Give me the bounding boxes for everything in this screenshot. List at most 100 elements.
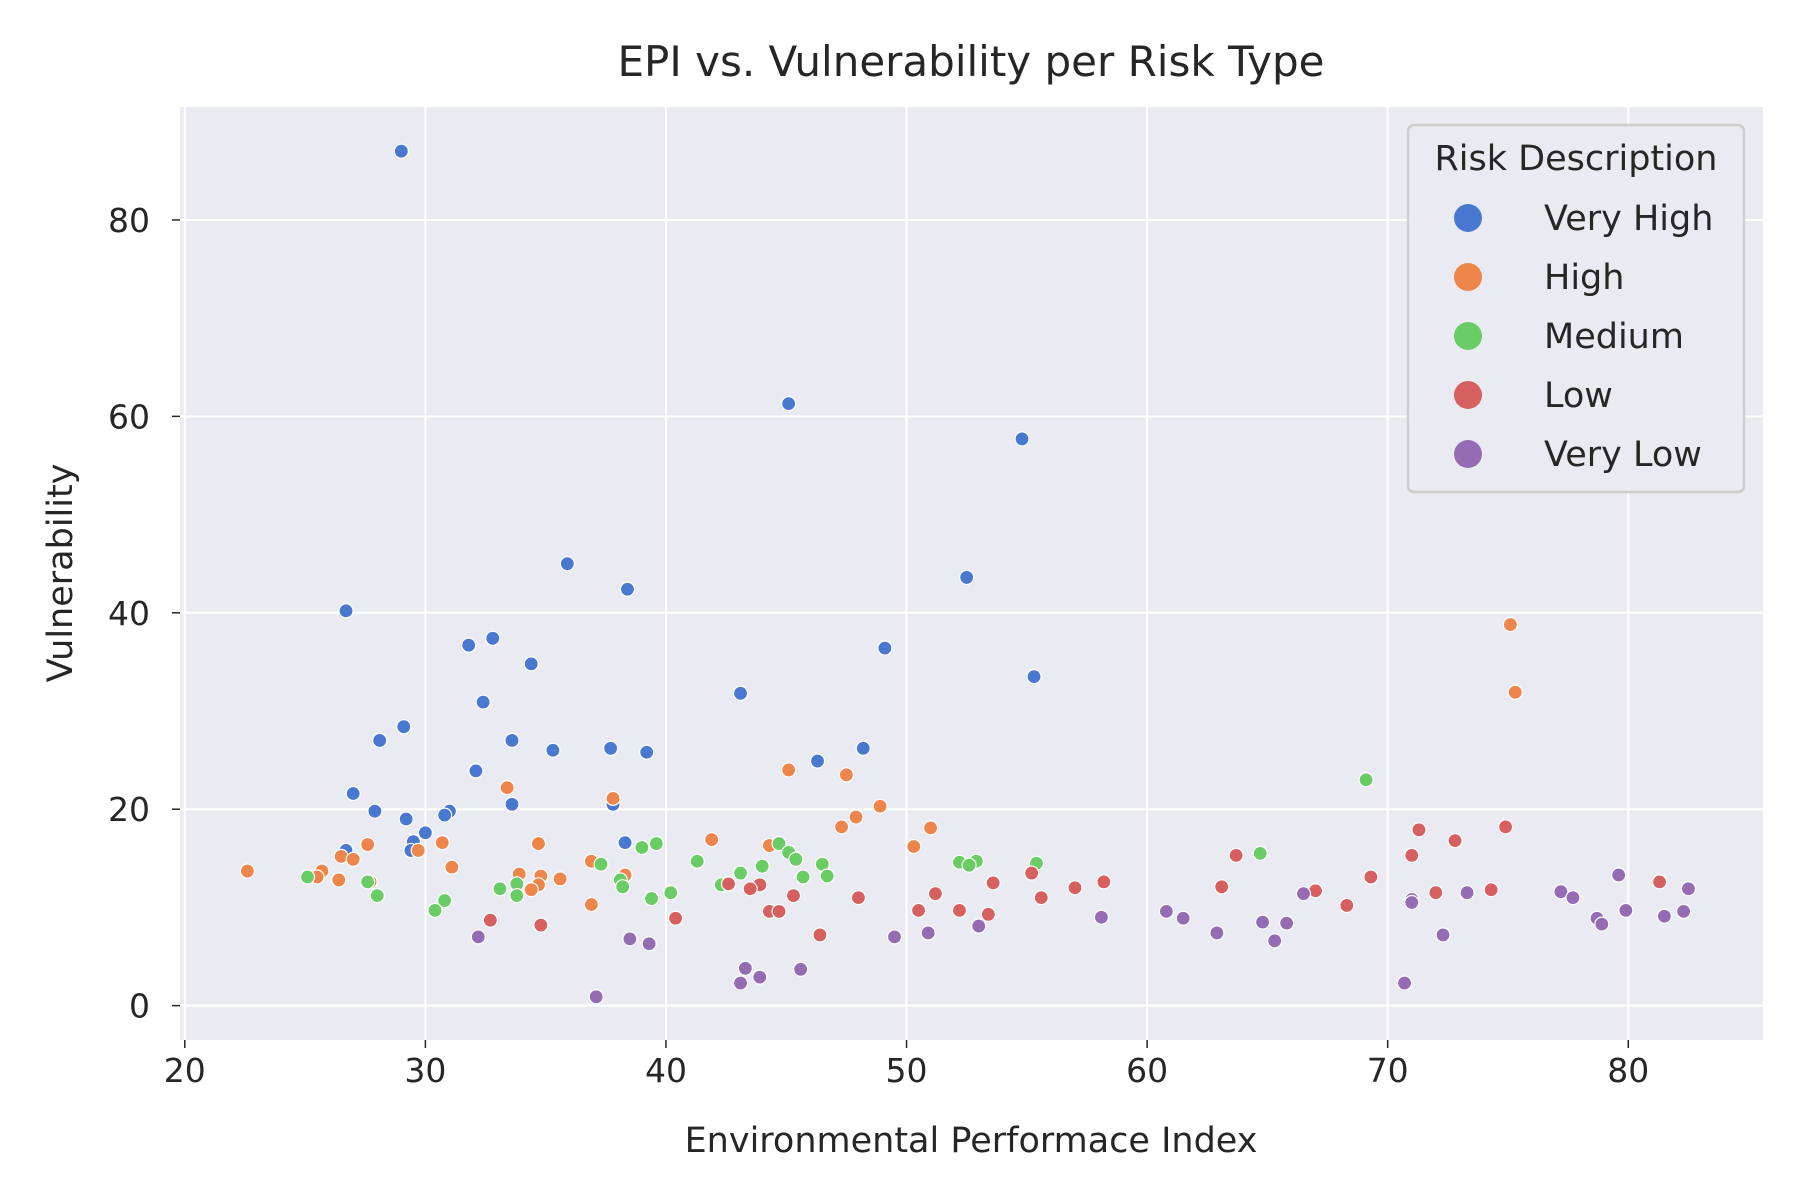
data-point-very-low <box>1175 910 1191 926</box>
y-tick-label: 60 <box>108 397 150 436</box>
data-point-medium <box>754 858 770 874</box>
data-point-high <box>605 790 621 807</box>
x-tick-label: 40 <box>645 1051 687 1090</box>
data-point-low <box>1411 822 1427 838</box>
data-point-medium <box>788 851 804 867</box>
y-tick-label: 40 <box>108 594 150 633</box>
data-point-low <box>482 912 498 928</box>
data-point-very-high <box>345 785 361 802</box>
data-point-very-low <box>732 975 749 991</box>
data-point-low <box>1428 885 1444 901</box>
legend-marker-high <box>1454 263 1482 291</box>
data-point-medium <box>961 857 977 873</box>
data-point-high <box>923 820 939 836</box>
data-point-very-low <box>622 931 638 947</box>
data-point-low <box>771 903 787 919</box>
data-point-very-high <box>398 811 414 827</box>
legend-marker-very-low <box>1454 440 1482 468</box>
data-point-medium <box>663 885 679 901</box>
y-tick-label: 0 <box>129 987 150 1026</box>
data-point-medium <box>689 853 705 869</box>
data-point-very-low <box>886 929 903 945</box>
data-point-medium <box>593 856 609 872</box>
legend-label: Medium <box>1544 317 1684 357</box>
data-point-low <box>1339 897 1355 914</box>
data-point-high <box>444 859 460 875</box>
legend-label: Very Low <box>1544 435 1702 475</box>
data-point-high <box>1507 684 1523 700</box>
data-point-medium <box>427 902 443 918</box>
data-point-very-low <box>1093 909 1110 925</box>
x-tick-label: 30 <box>404 1051 446 1090</box>
data-point-low <box>1024 865 1040 881</box>
data-point-very-low <box>1158 903 1174 919</box>
data-point-low <box>1214 879 1230 895</box>
data-point-very-low <box>1404 894 1420 911</box>
data-point-medium <box>732 865 749 881</box>
data-point-very-high <box>855 740 871 756</box>
data-point-medium <box>437 892 453 909</box>
data-point-low <box>785 888 802 904</box>
data-point-very-low <box>1295 886 1312 902</box>
data-point-high <box>345 851 361 867</box>
y-tick-label: 20 <box>108 790 150 829</box>
data-point-high <box>838 767 854 783</box>
legend-marker-very-high <box>1454 204 1482 232</box>
data-point-low <box>927 886 944 902</box>
data-point-low <box>533 917 549 933</box>
data-point-very-high <box>781 395 797 412</box>
data-point-low <box>1033 889 1049 906</box>
data-point-very-high <box>523 656 539 672</box>
data-point-very-high <box>1014 431 1030 447</box>
data-point-low <box>667 910 684 926</box>
data-point-very-high <box>338 603 354 619</box>
data-point-high <box>499 779 515 796</box>
legend-title: Risk Description <box>1434 139 1717 179</box>
data-point-medium <box>1358 772 1374 788</box>
data-point-medium <box>795 869 811 885</box>
data-point-very-low <box>1267 933 1283 949</box>
data-point-high <box>833 819 850 835</box>
data-point-medium <box>299 869 316 885</box>
data-point-high <box>848 809 864 825</box>
data-point-high <box>583 896 599 913</box>
data-point-very-low <box>1396 975 1413 991</box>
data-point-medium <box>634 839 650 856</box>
x-axis-label: Environmental Performace Index <box>685 1121 1258 1161</box>
data-point-very-low <box>1553 884 1569 900</box>
legend-marker-medium <box>1454 322 1482 350</box>
data-point-very-low <box>971 918 987 934</box>
data-point-high <box>781 762 797 778</box>
data-point-very-low <box>1565 889 1581 906</box>
data-point-medium <box>771 835 787 852</box>
data-point-very-high <box>959 569 975 586</box>
data-point-very-high <box>396 719 412 735</box>
data-point-very-low <box>752 969 768 985</box>
data-point-very-high <box>367 803 383 819</box>
data-point-very-high <box>545 742 561 758</box>
x-tick-label: 50 <box>886 1051 928 1090</box>
data-point-low <box>951 902 968 918</box>
data-point-high <box>410 842 426 859</box>
data-point-high <box>906 838 922 855</box>
data-point-medium <box>360 874 376 890</box>
data-point-medium <box>1252 845 1268 862</box>
data-point-very-low <box>1209 925 1225 941</box>
data-point-low <box>742 881 758 897</box>
data-point-low <box>1228 847 1244 863</box>
data-point-very-low <box>588 989 604 1005</box>
chart-title: EPI vs. Vulnerability per Risk Type <box>617 37 1324 86</box>
data-point-medium <box>492 881 508 897</box>
data-point-low <box>1404 847 1420 863</box>
data-point-very-high <box>417 825 433 841</box>
x-gridlines <box>183 107 1630 1040</box>
data-point-very-high <box>393 143 409 159</box>
data-point-very-low <box>1435 927 1451 943</box>
data-point-low <box>720 876 737 892</box>
data-point-very-low <box>641 936 657 952</box>
legend-label: Very High <box>1544 199 1713 239</box>
data-point-very-low <box>1459 885 1475 901</box>
data-point-very-low <box>1279 915 1295 931</box>
data-point-high <box>704 832 720 848</box>
